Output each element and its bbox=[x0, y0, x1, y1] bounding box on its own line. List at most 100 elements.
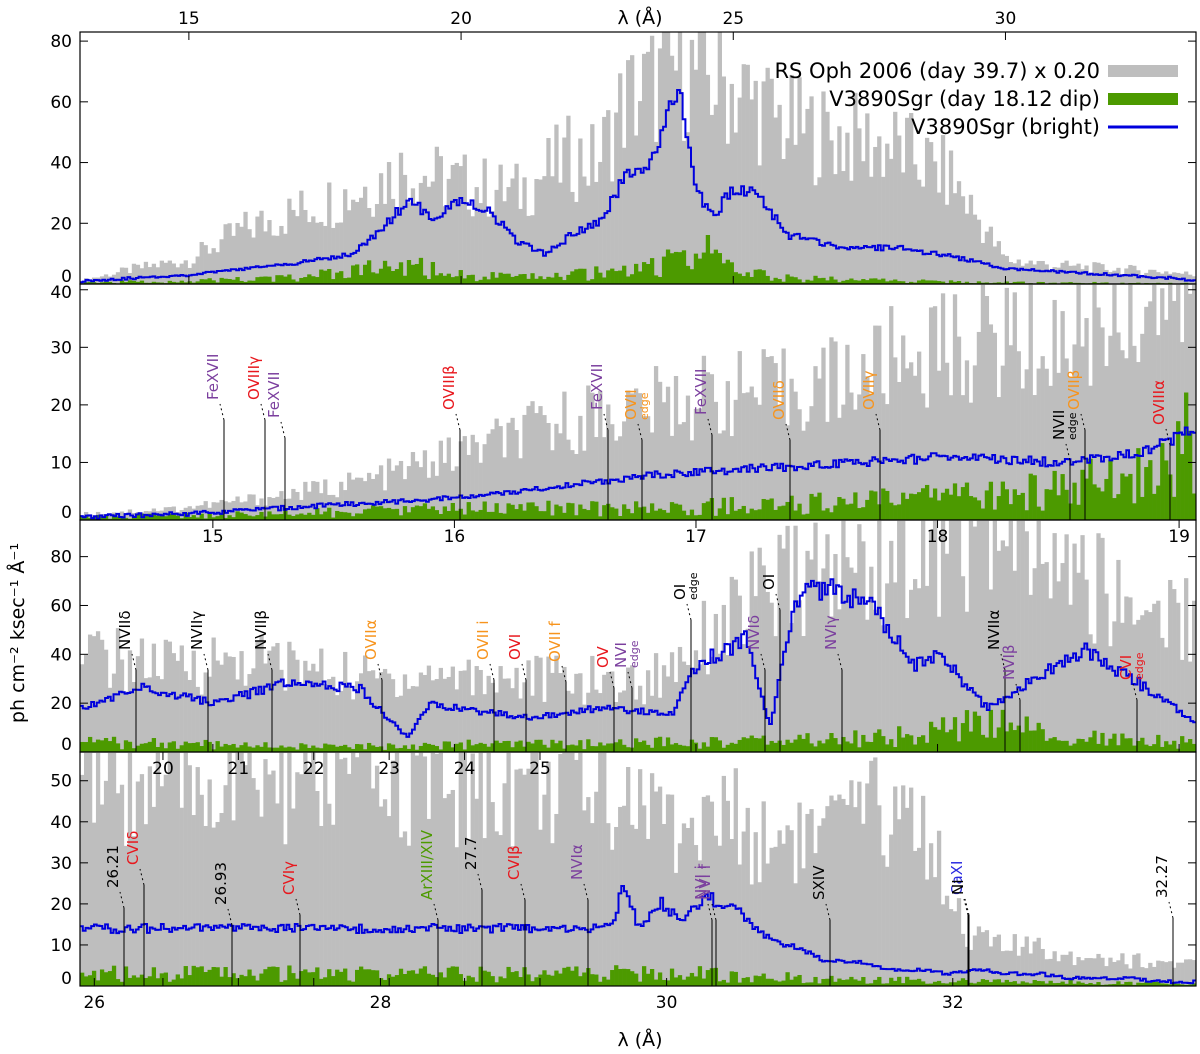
dip-bar bbox=[374, 273, 380, 284]
dip-bar bbox=[956, 496, 962, 520]
dip-bar bbox=[841, 280, 846, 284]
line-id-label: OVII f bbox=[546, 621, 564, 662]
rsoph-bar bbox=[968, 949, 974, 986]
dip-bar bbox=[554, 504, 559, 520]
dip-bar bbox=[231, 517, 236, 520]
line-id-label: 32.27 bbox=[1153, 855, 1171, 898]
rsoph-bar bbox=[1000, 365, 1005, 520]
rsoph-bar bbox=[231, 820, 236, 986]
dip-bar bbox=[574, 269, 579, 284]
rsoph-bar bbox=[303, 660, 308, 752]
rsoph-bar bbox=[107, 752, 113, 986]
dip-bar bbox=[797, 279, 802, 284]
rsoph-bar bbox=[956, 181, 962, 284]
rsoph-bar bbox=[917, 179, 922, 284]
rsoph-bar bbox=[410, 752, 416, 986]
rsoph-bar bbox=[1104, 366, 1109, 520]
rsoph-bar bbox=[857, 524, 862, 752]
rsoph-bar bbox=[359, 752, 364, 986]
rsoph-bar bbox=[701, 796, 707, 986]
rsoph-bar bbox=[657, 381, 663, 520]
rsoph-bar bbox=[1108, 271, 1113, 284]
rsoph-bar bbox=[339, 481, 344, 520]
rsoph-bar bbox=[390, 679, 396, 752]
rsoph-bar bbox=[725, 143, 730, 284]
line-id-label: NVII bbox=[1050, 410, 1068, 440]
dip-bar bbox=[574, 966, 579, 986]
rsoph-bar bbox=[745, 628, 750, 752]
rsoph-bar bbox=[271, 646, 276, 752]
dip-bar bbox=[311, 514, 316, 520]
dip-bar bbox=[562, 748, 567, 752]
dip-bar bbox=[414, 973, 420, 986]
dip-bar bbox=[283, 747, 288, 752]
rsoph-bar bbox=[1012, 292, 1017, 520]
rsoph-bar bbox=[386, 673, 392, 752]
dip-bar bbox=[251, 516, 256, 520]
dip-bar bbox=[1136, 282, 1141, 284]
dip-bar bbox=[721, 263, 726, 284]
dip-bar bbox=[1180, 984, 1185, 986]
dip-bar bbox=[805, 733, 810, 752]
rsoph-bar bbox=[219, 239, 224, 284]
dip-bar bbox=[1096, 487, 1101, 520]
rsoph-bar bbox=[665, 386, 671, 520]
dip-bar bbox=[829, 733, 834, 752]
rsoph-bar bbox=[944, 362, 950, 520]
line-id: NVIβ bbox=[1000, 645, 1021, 752]
line-id-label: NVI i bbox=[692, 865, 710, 900]
y-tick-label: 40 bbox=[50, 283, 72, 303]
dip-bar bbox=[893, 980, 898, 986]
dip-bar bbox=[781, 281, 786, 284]
dip-bar bbox=[1172, 496, 1177, 520]
dip-bar bbox=[649, 969, 655, 986]
dip-bar bbox=[765, 744, 770, 752]
dip-bar bbox=[773, 509, 778, 520]
dip-bar bbox=[171, 979, 176, 986]
rsoph-bar bbox=[701, 600, 707, 752]
rsoph-bar bbox=[725, 381, 730, 520]
rsoph-bar bbox=[219, 664, 224, 752]
rsoph-bar bbox=[550, 176, 555, 284]
rsoph-bar bbox=[1176, 602, 1181, 752]
bright-line bbox=[80, 578, 1196, 738]
rsoph-bar bbox=[789, 830, 794, 986]
rsoph-bar bbox=[374, 474, 380, 520]
dip-bar bbox=[406, 748, 412, 752]
dip-bar bbox=[267, 276, 272, 284]
dip-bar bbox=[498, 742, 503, 752]
rsoph-bar bbox=[586, 385, 591, 520]
dip-bar bbox=[107, 281, 113, 284]
line-id: 26.93 bbox=[212, 862, 233, 986]
dip-bar bbox=[598, 742, 603, 752]
rsoph-bar bbox=[693, 408, 699, 520]
rsoph-bar bbox=[167, 260, 172, 284]
dip-bar bbox=[518, 274, 523, 284]
line-id-leader bbox=[131, 653, 137, 671]
rsoph-bar bbox=[669, 55, 675, 284]
rsoph-bar bbox=[139, 638, 145, 752]
rsoph-bar bbox=[450, 470, 455, 520]
dip-bar bbox=[813, 496, 818, 520]
dip-bar bbox=[410, 264, 416, 284]
dip-bar bbox=[976, 715, 982, 752]
dip-bar bbox=[681, 510, 687, 520]
rsoph-bar bbox=[291, 808, 296, 986]
dip-bar bbox=[1192, 983, 1196, 986]
dip-bar bbox=[123, 517, 129, 520]
dip-bar bbox=[382, 260, 388, 284]
dip-bar bbox=[669, 253, 675, 284]
dip-bar bbox=[1116, 981, 1121, 986]
rsoph-bar bbox=[1064, 358, 1069, 520]
rsoph-bar bbox=[717, 653, 722, 752]
dip-bar bbox=[817, 492, 822, 520]
rsoph-bar bbox=[649, 773, 655, 986]
rsoph-bar bbox=[765, 863, 770, 986]
y-tick-label: 40 bbox=[50, 813, 72, 833]
rsoph-bar bbox=[203, 245, 208, 284]
dip-bar bbox=[745, 738, 750, 752]
rsoph-bar bbox=[319, 825, 324, 986]
dip-bar bbox=[279, 275, 284, 284]
rsoph-bar bbox=[1148, 962, 1153, 986]
rsoph-bar bbox=[362, 481, 368, 520]
